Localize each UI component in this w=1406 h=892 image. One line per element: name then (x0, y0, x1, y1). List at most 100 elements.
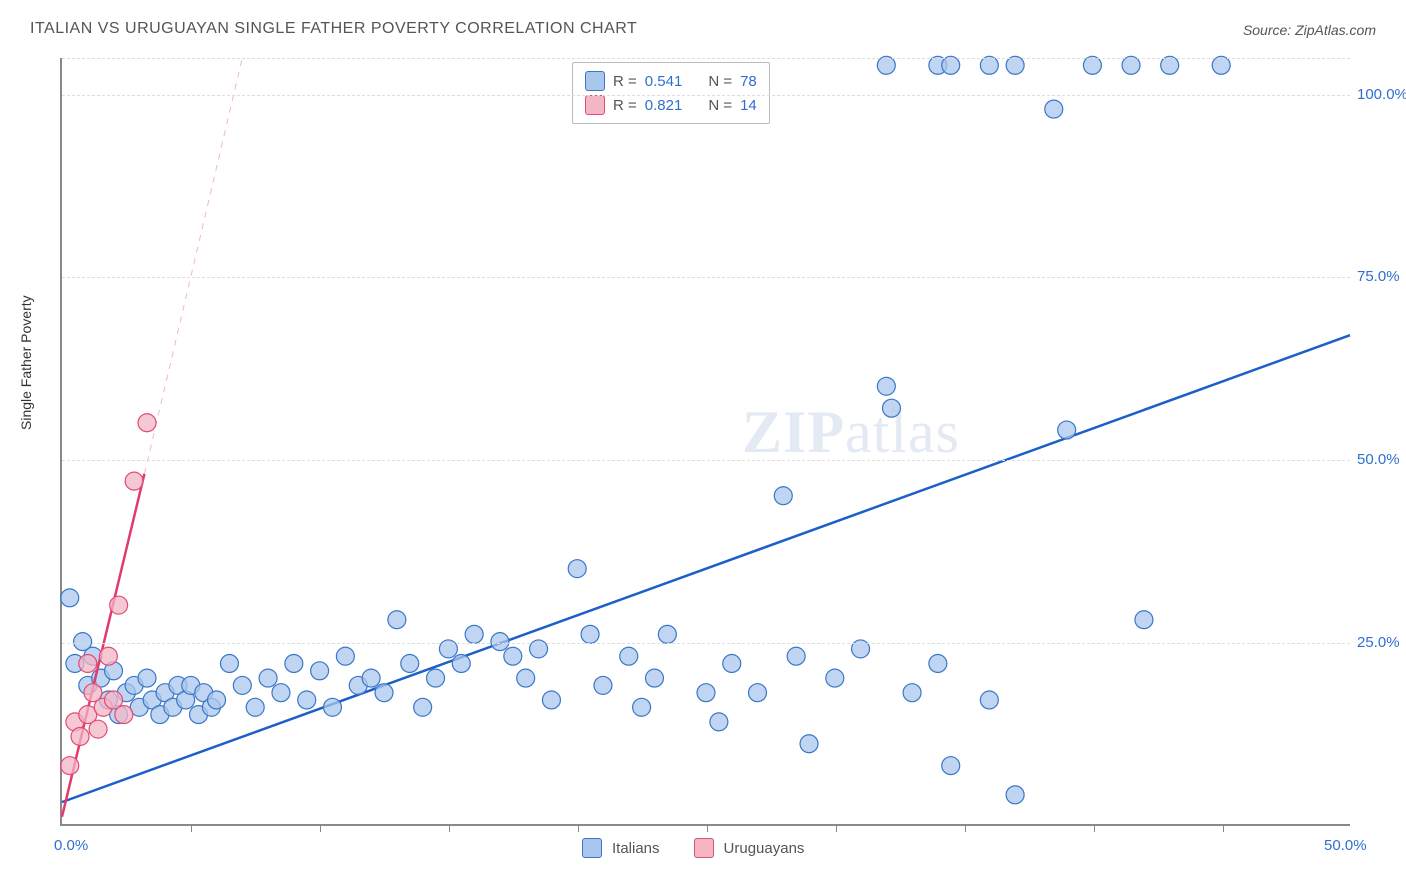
data-point (877, 56, 895, 74)
swatch-uruguayans (585, 95, 605, 115)
legend-label-uruguayans: Uruguayans (724, 840, 805, 857)
trend-line-dashed (144, 58, 242, 474)
n-value-uruguayans: 14 (740, 97, 757, 114)
data-point (208, 691, 226, 709)
data-point (658, 625, 676, 643)
data-point (401, 655, 419, 673)
stats-row-italians: R = 0.541 N = 78 (585, 69, 757, 93)
plot-area: ZIPatlas R = 0.541 N = 78 R = 0.821 N = … (60, 58, 1350, 826)
data-point (517, 669, 535, 687)
x-tick (578, 824, 579, 832)
data-point (1135, 611, 1153, 629)
data-point (1045, 100, 1063, 118)
x-tick (449, 824, 450, 832)
source-attribution: Source: ZipAtlas.com (1243, 22, 1376, 38)
data-point (491, 633, 509, 651)
data-point (311, 662, 329, 680)
data-point (1161, 56, 1179, 74)
chart-svg (62, 58, 1350, 824)
chart-title: ITALIAN VS URUGUAYAN SINGLE FATHER POVER… (30, 20, 637, 38)
data-point (1006, 56, 1024, 74)
data-point (645, 669, 663, 687)
data-point (246, 698, 264, 716)
stats-legend: R = 0.541 N = 78 R = 0.821 N = 14 (572, 62, 770, 124)
x-tick (1094, 824, 1095, 832)
data-point (710, 713, 728, 731)
data-point (79, 655, 97, 673)
data-point (336, 647, 354, 665)
data-point (787, 647, 805, 665)
gridline (62, 277, 1350, 278)
data-point (774, 487, 792, 505)
r-label: R = (613, 97, 637, 114)
trend-line (62, 335, 1350, 802)
data-point (594, 676, 612, 694)
data-point (323, 698, 341, 716)
data-point (465, 625, 483, 643)
n-label: N = (708, 97, 732, 114)
gridline (62, 58, 1350, 59)
data-point (414, 698, 432, 716)
data-point (272, 684, 290, 702)
data-point (99, 647, 117, 665)
data-point (259, 669, 277, 687)
swatch-italians (582, 838, 602, 858)
data-point (877, 377, 895, 395)
r-label: R = (613, 73, 637, 90)
data-point (882, 399, 900, 417)
data-point (427, 669, 445, 687)
x-tick-label: 0.0% (54, 837, 88, 854)
x-tick (965, 824, 966, 832)
data-point (110, 596, 128, 614)
gridline (62, 643, 1350, 644)
x-tick (836, 824, 837, 832)
x-tick (1223, 824, 1224, 832)
data-point (233, 676, 251, 694)
n-value-italians: 78 (740, 73, 757, 90)
data-point (942, 757, 960, 775)
data-point (285, 655, 303, 673)
data-point (125, 472, 143, 490)
data-point (388, 611, 406, 629)
series-legend: Italians Uruguayans (582, 838, 804, 858)
data-point (749, 684, 767, 702)
data-point (452, 655, 470, 673)
y-tick-label: 75.0% (1357, 268, 1406, 285)
data-point (138, 669, 156, 687)
data-point (542, 691, 560, 709)
data-point (1122, 56, 1140, 74)
data-point (298, 691, 316, 709)
stats-row-uruguayans: R = 0.821 N = 14 (585, 93, 757, 117)
r-value-uruguayans: 0.821 (645, 97, 683, 114)
data-point (980, 691, 998, 709)
data-point (929, 655, 947, 673)
data-point (633, 698, 651, 716)
data-point (800, 735, 818, 753)
data-point (1212, 56, 1230, 74)
data-point (1083, 56, 1101, 74)
x-tick (320, 824, 321, 832)
data-point (723, 655, 741, 673)
data-point (138, 414, 156, 432)
data-point (568, 560, 586, 578)
data-point (115, 706, 133, 724)
data-point (826, 669, 844, 687)
data-point (1006, 786, 1024, 804)
r-value-italians: 0.541 (645, 73, 683, 90)
x-tick-label: 50.0% (1324, 837, 1367, 854)
y-tick-label: 25.0% (1357, 634, 1406, 651)
data-point (362, 669, 380, 687)
gridline (62, 95, 1350, 96)
data-point (581, 625, 599, 643)
data-point (61, 757, 79, 775)
legend-label-italians: Italians (612, 840, 660, 857)
y-tick-label: 100.0% (1357, 86, 1406, 103)
x-tick (191, 824, 192, 832)
data-point (61, 589, 79, 607)
data-point (620, 647, 638, 665)
data-point (903, 684, 921, 702)
gridline (62, 460, 1350, 461)
data-point (375, 684, 393, 702)
data-point (697, 684, 715, 702)
data-point (1058, 421, 1076, 439)
